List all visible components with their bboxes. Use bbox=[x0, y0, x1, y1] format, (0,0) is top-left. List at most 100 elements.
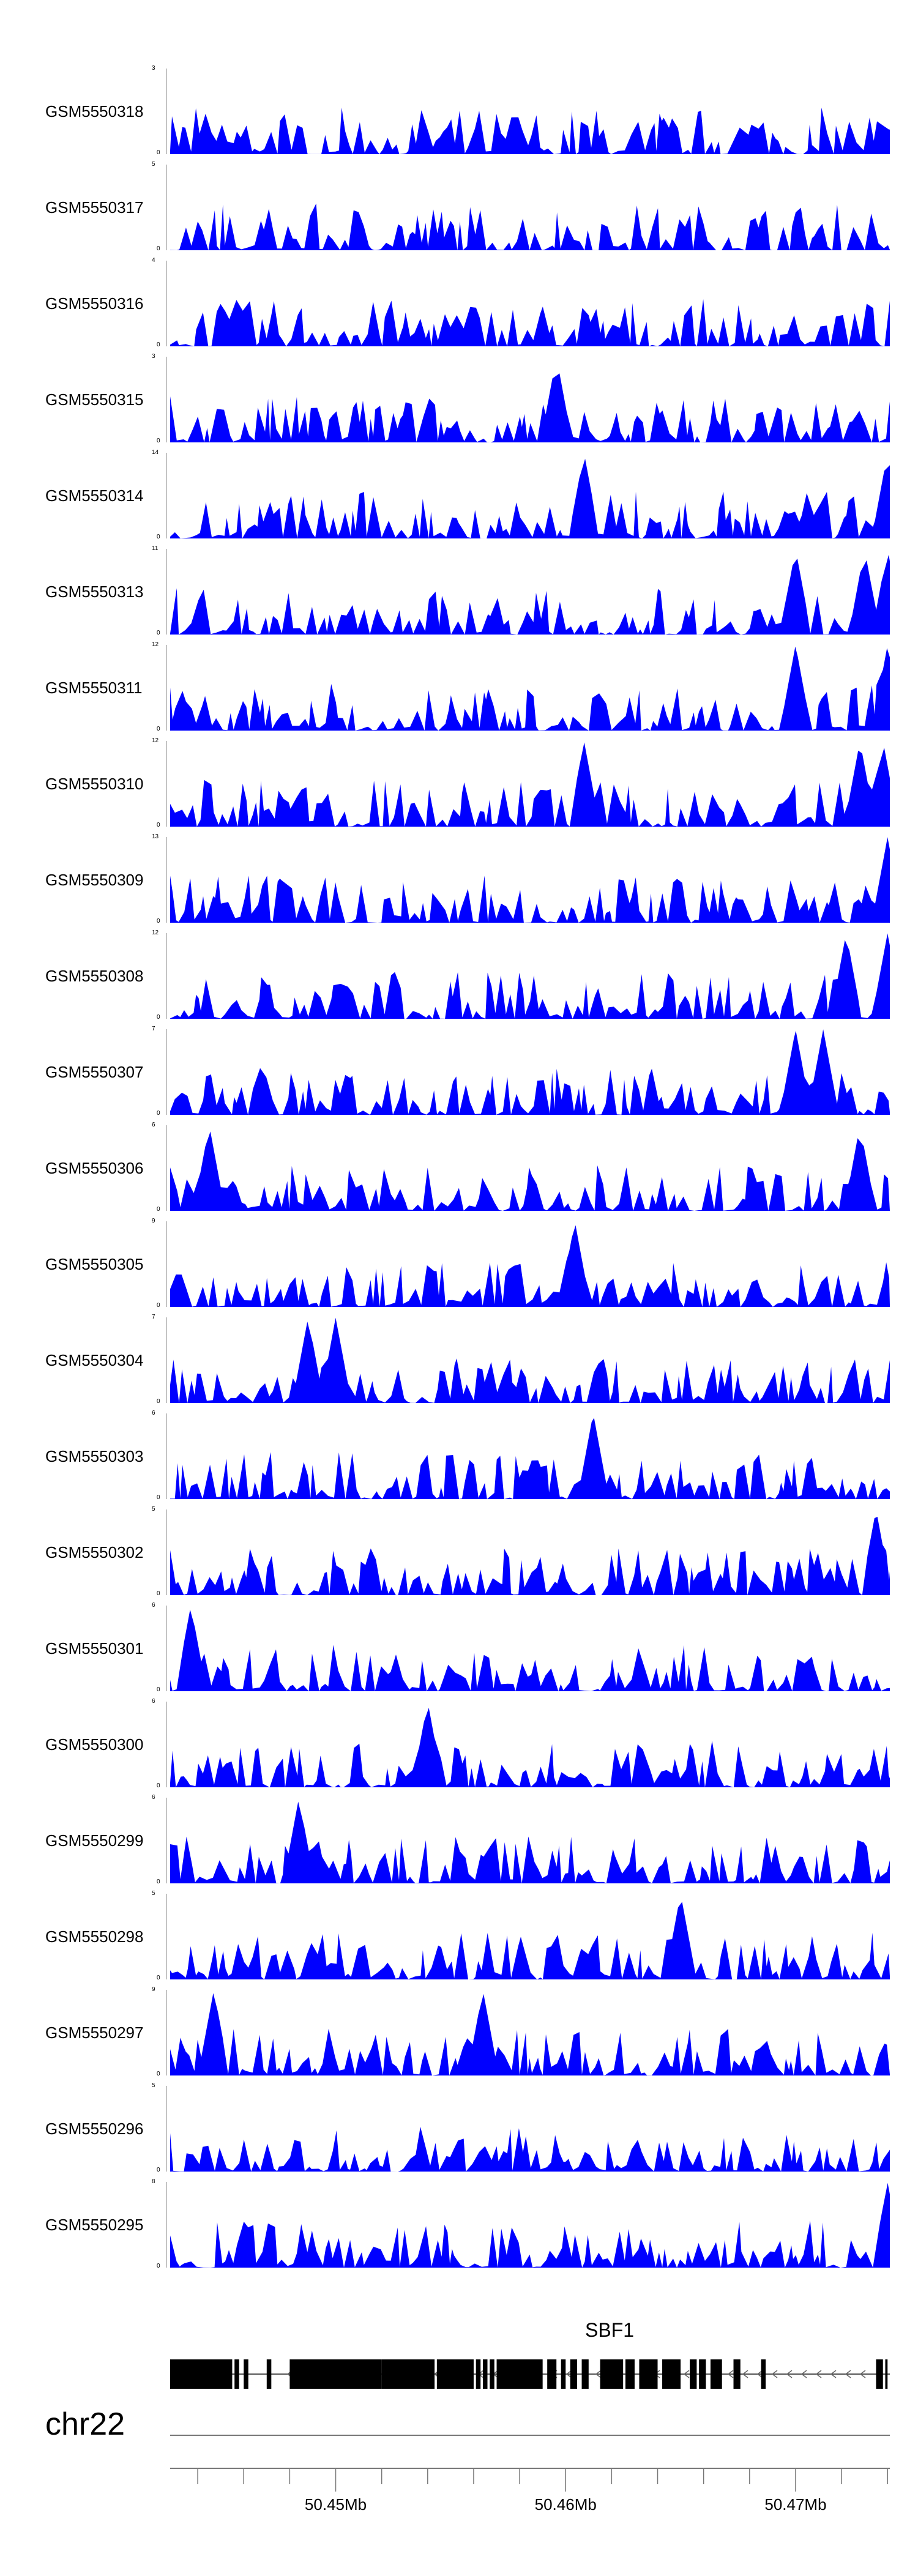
track-ymax: 6 bbox=[152, 1122, 155, 1128]
track-ymax: 4 bbox=[152, 257, 155, 264]
coverage-area bbox=[170, 2126, 890, 2172]
track-ymax: 5 bbox=[152, 1506, 155, 1513]
exon-block bbox=[662, 2359, 681, 2389]
coverage-area bbox=[170, 299, 890, 346]
strand-arrow bbox=[756, 2370, 763, 2378]
exon-block bbox=[289, 2359, 382, 2389]
track-ymin: 0 bbox=[157, 2071, 160, 2077]
strand-arrow bbox=[683, 2370, 690, 2378]
gene-label: SBF1 bbox=[585, 2319, 635, 2341]
track-label: GSM5550304 bbox=[45, 1351, 144, 1369]
track-ymin: 0 bbox=[157, 918, 160, 925]
track-ymax: 8 bbox=[152, 2178, 155, 2185]
exon-block bbox=[581, 2359, 589, 2389]
track-ymax: 12 bbox=[152, 929, 159, 936]
coverage-area bbox=[170, 1131, 890, 1211]
track-ymin: 0 bbox=[157, 534, 160, 540]
track-ymin: 0 bbox=[157, 149, 160, 156]
track-label: GSM5550300 bbox=[45, 1735, 144, 1754]
coverage-area bbox=[170, 1609, 890, 1691]
strand-arrow bbox=[830, 2370, 837, 2378]
exon-block bbox=[496, 2359, 543, 2389]
exon-block bbox=[482, 2359, 488, 2389]
track-label: GSM5550297 bbox=[45, 2023, 144, 2042]
exon-block bbox=[639, 2359, 658, 2389]
exon-block bbox=[476, 2359, 481, 2389]
strand-arrow bbox=[786, 2370, 793, 2378]
exon-block bbox=[876, 2359, 883, 2389]
track-label: GSM5550316 bbox=[45, 294, 144, 313]
track-label: GSM5550303 bbox=[45, 1447, 144, 1465]
exon-block bbox=[733, 2359, 741, 2389]
track-ymax: 3 bbox=[152, 353, 155, 360]
exon-block bbox=[699, 2359, 706, 2389]
exon-block bbox=[600, 2359, 624, 2389]
track-label: GSM5550305 bbox=[45, 1255, 144, 1273]
strand-arrow bbox=[815, 2370, 822, 2378]
track-ymin: 0 bbox=[157, 1110, 160, 1117]
track-ymin: 0 bbox=[157, 1494, 160, 1501]
chromosome-label: chr22 bbox=[45, 2407, 125, 2442]
strand-arrow bbox=[771, 2370, 778, 2378]
track-label: GSM5550314 bbox=[45, 486, 144, 505]
coverage-area bbox=[170, 1993, 890, 2075]
track-ymin: 0 bbox=[157, 245, 160, 252]
track-label: GSM5550309 bbox=[45, 871, 144, 889]
axis-tick-label: 50.46Mb bbox=[534, 2495, 597, 2514]
track-ymax: 7 bbox=[152, 1314, 155, 1320]
strand-arrow bbox=[845, 2370, 851, 2378]
coverage-area bbox=[170, 107, 890, 154]
strand-arrow bbox=[565, 2370, 572, 2378]
track-ymax: 9 bbox=[152, 1986, 155, 1993]
exon-block bbox=[436, 2359, 474, 2389]
track-ymin: 0 bbox=[157, 1590, 160, 1597]
exon-block bbox=[710, 2359, 722, 2389]
track-ymin: 0 bbox=[157, 630, 160, 636]
track-label: GSM5550318 bbox=[45, 102, 144, 121]
coverage-area bbox=[170, 554, 890, 635]
track-ymax: 7 bbox=[152, 1026, 155, 1032]
exon-block bbox=[885, 2359, 888, 2389]
track-ymax: 5 bbox=[152, 1890, 155, 1897]
track-label: GSM5550313 bbox=[45, 583, 144, 601]
track-ymax: 12 bbox=[152, 641, 159, 648]
exon-block bbox=[690, 2359, 697, 2389]
axis-tick-label: 50.47Mb bbox=[764, 2495, 827, 2514]
exon-block bbox=[234, 2359, 239, 2389]
exon-block bbox=[244, 2359, 248, 2389]
track-label: GSM5550306 bbox=[45, 1159, 144, 1177]
track-label: GSM5550315 bbox=[45, 390, 144, 409]
track-ymax: 11 bbox=[152, 545, 159, 552]
strand-arrow bbox=[727, 2370, 734, 2378]
track-ymin: 0 bbox=[157, 2263, 160, 2269]
track-ymin: 0 bbox=[157, 2167, 160, 2173]
track-ymin: 0 bbox=[157, 1014, 160, 1021]
exon-block bbox=[547, 2359, 557, 2389]
track-label: GSM5550308 bbox=[45, 967, 144, 985]
coverage-area bbox=[170, 1317, 890, 1403]
coverage-area bbox=[170, 458, 890, 538]
exon-block bbox=[266, 2359, 272, 2389]
track-label: GSM5550310 bbox=[45, 775, 144, 793]
track-ymin: 0 bbox=[157, 726, 160, 732]
track-ymin: 0 bbox=[157, 341, 160, 348]
track-label: GSM5550299 bbox=[45, 1831, 144, 1850]
track-ymin: 0 bbox=[157, 1686, 160, 1693]
coverage-area bbox=[170, 1418, 890, 1499]
coverage-area bbox=[170, 1516, 890, 1595]
exon-block bbox=[761, 2359, 766, 2389]
track-label: GSM5550295 bbox=[45, 2216, 144, 2234]
track-ymax: 3 bbox=[152, 65, 155, 72]
coverage-area bbox=[170, 1708, 890, 1787]
exon-block bbox=[381, 2359, 435, 2389]
track-ymax: 6 bbox=[152, 1410, 155, 1416]
track-ymin: 0 bbox=[157, 1782, 160, 1789]
coverage-area bbox=[170, 1902, 890, 1979]
strand-arrow bbox=[595, 2370, 602, 2378]
coverage-area bbox=[170, 837, 890, 923]
track-ymax: 6 bbox=[152, 1794, 155, 1801]
coverage-area bbox=[170, 203, 890, 250]
track-label: GSM5550311 bbox=[45, 679, 143, 697]
